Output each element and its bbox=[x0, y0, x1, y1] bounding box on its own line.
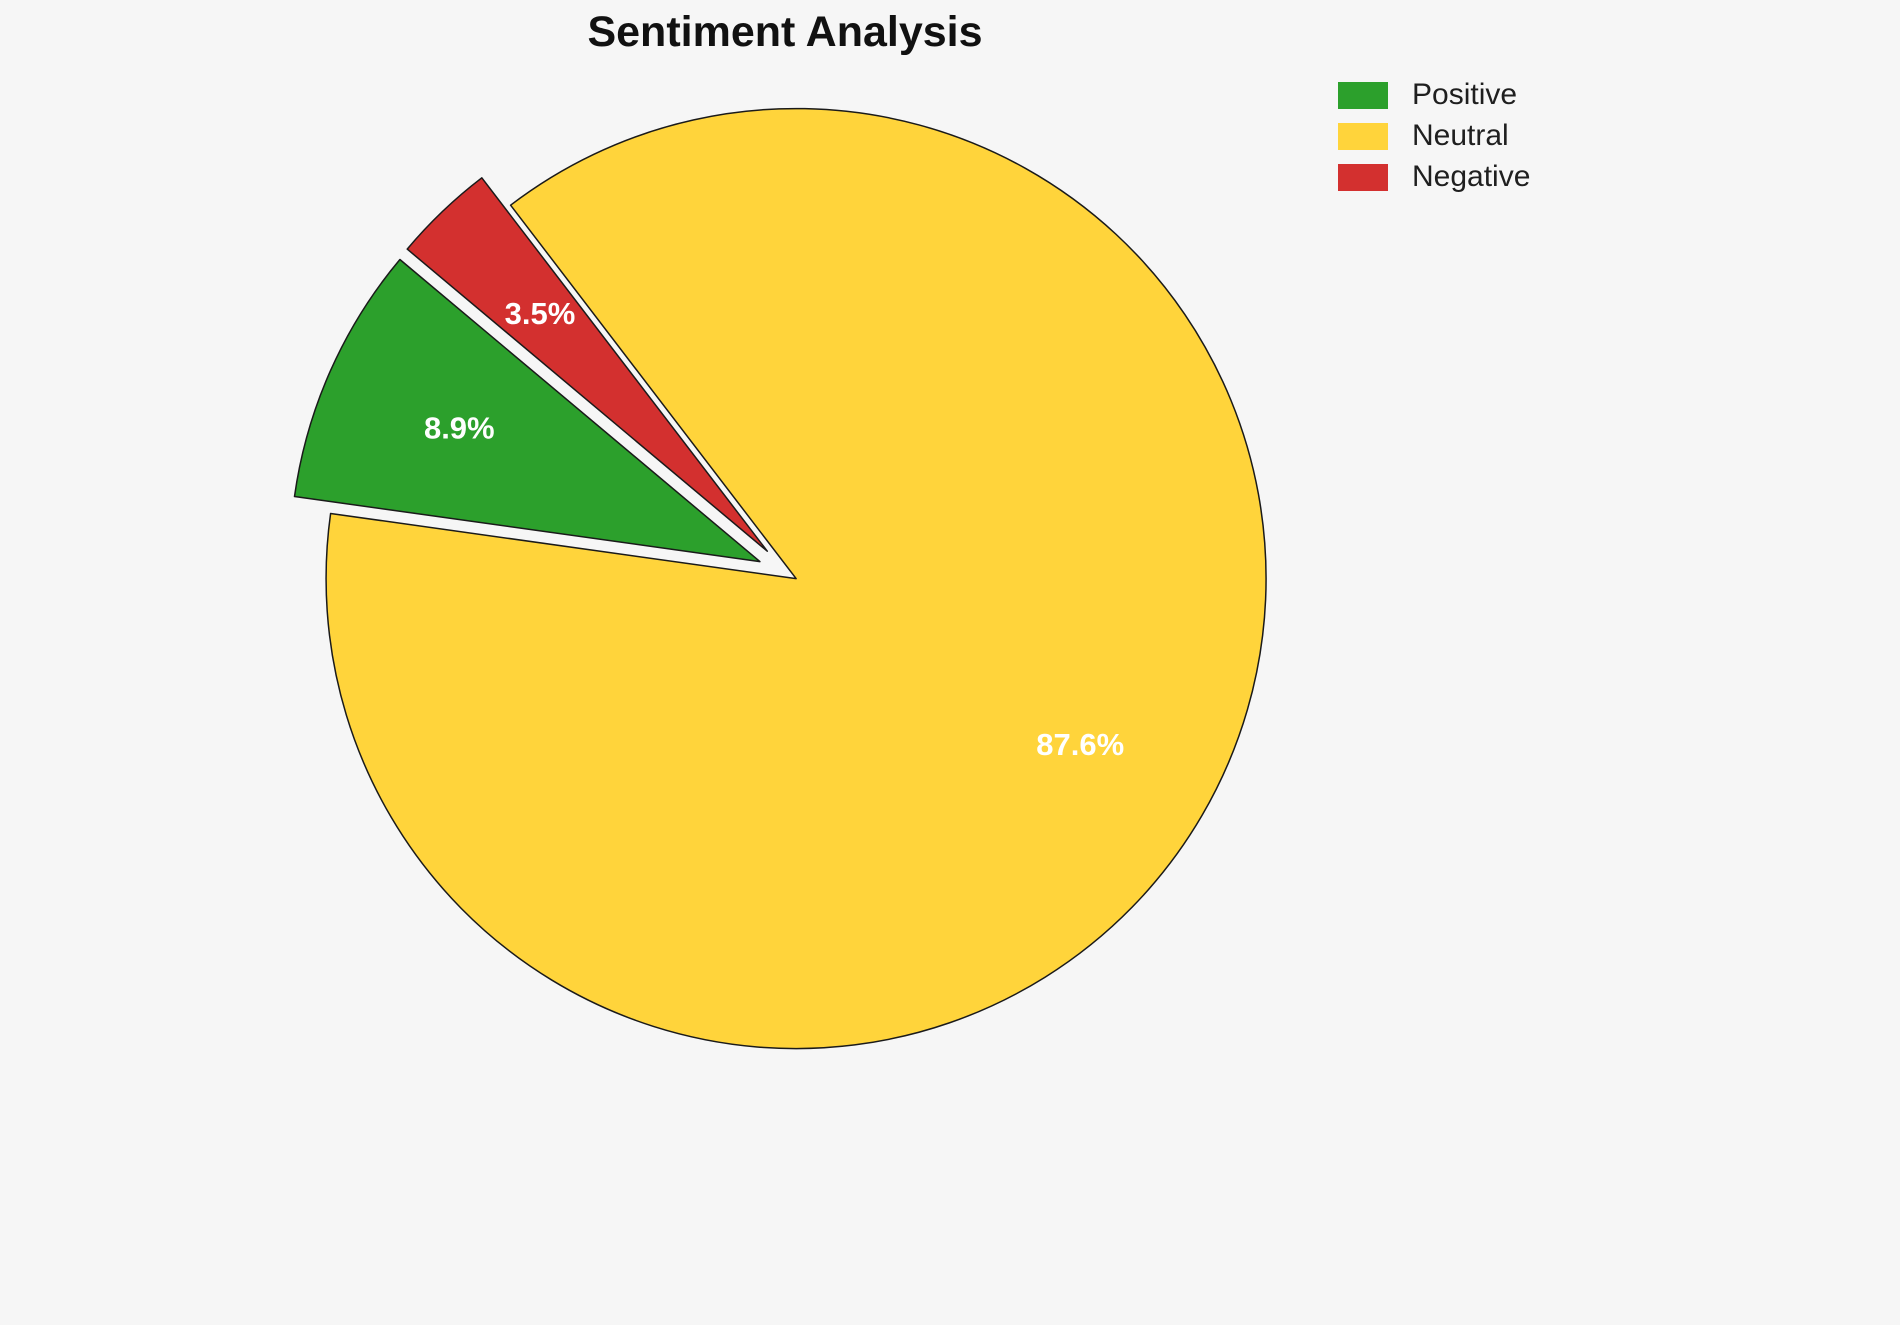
chart-title: Sentiment Analysis bbox=[587, 8, 983, 56]
pie-percent-label-positive: 8.9% bbox=[424, 410, 495, 445]
pie-percent-label-negative: 3.5% bbox=[505, 296, 576, 331]
legend-label-negative: Negative bbox=[1412, 160, 1531, 193]
pie-slice-negative bbox=[406, 177, 769, 552]
pie-slice-neutral bbox=[325, 107, 1267, 1050]
legend-item-neutral: Neutral bbox=[1338, 121, 1530, 151]
legend-item-positive: Positive bbox=[1338, 80, 1530, 110]
legend-swatch-positive bbox=[1338, 81, 1388, 109]
legend-swatch-negative bbox=[1338, 163, 1388, 191]
legend: Positive Neutral Negative bbox=[1338, 80, 1530, 192]
pie-percent-label-neutral: 87.6% bbox=[1036, 727, 1124, 762]
legend-label-neutral: Neutral bbox=[1412, 119, 1509, 152]
pie-slice-positive bbox=[293, 258, 761, 563]
legend-swatch-neutral bbox=[1338, 122, 1388, 150]
legend-label-positive: Positive bbox=[1412, 78, 1518, 111]
legend-item-negative: Negative bbox=[1338, 162, 1530, 192]
